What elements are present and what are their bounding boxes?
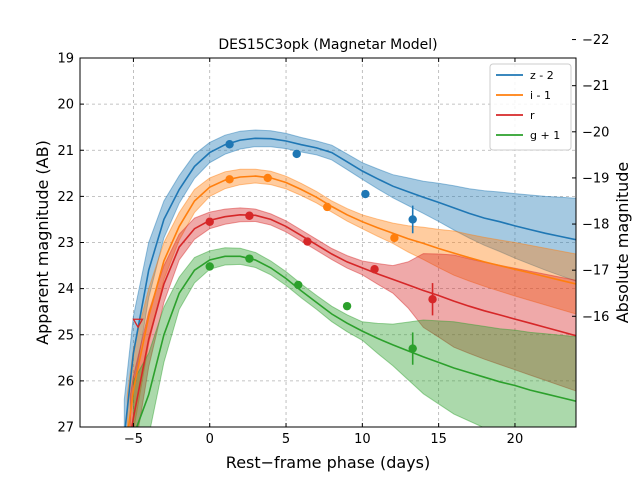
- y-tick-label: 25: [57, 328, 74, 343]
- point-r: [303, 237, 312, 246]
- y-right-tick-label: −21: [582, 79, 609, 94]
- point-z-2: [408, 215, 417, 224]
- y-axis-label: Apparent magnitude (AB): [33, 140, 52, 345]
- point-r: [370, 265, 379, 274]
- y-right-tick-label: −19: [582, 171, 609, 186]
- y-tick-label: 19: [57, 52, 74, 67]
- y-right-axis-label: Absolute magnitude: [613, 162, 632, 324]
- point-z-2: [361, 189, 370, 199]
- legend: z - 2 i - 1 r g + 1: [489, 63, 572, 151]
- point-r: [245, 211, 254, 220]
- y-tick-label: 26: [57, 374, 74, 389]
- line-r: [131, 213, 576, 427]
- point-g-1: [205, 262, 214, 271]
- point-z-2: [225, 140, 234, 149]
- line-g-1: [135, 255, 576, 427]
- point-i-1: [390, 233, 399, 243]
- point-i-1: [323, 202, 332, 212]
- y-right-tick-label: −20: [582, 125, 609, 140]
- point-g-1: [245, 254, 254, 263]
- axis-ticks: −5 0 5 10 15 20 19 20 21 22 23 24 25 26 27 −23 −22 −21 −20…: [57, 0, 609, 447]
- y-tick-label: 27: [57, 421, 74, 436]
- y-tick-label: 20: [57, 98, 74, 113]
- band-g-1: [132, 247, 576, 427]
- y-tick-label: 21: [57, 144, 74, 159]
- legend-label-z-2: z - 2: [530, 69, 554, 82]
- x-tick-label: −5: [124, 432, 143, 447]
- point-i-1: [225, 175, 234, 184]
- upper-limit-marker: [132, 318, 144, 329]
- y-right-tick-label: −18: [582, 218, 609, 233]
- x-tick-label: 10: [354, 432, 371, 447]
- line-z-2: [124, 137, 576, 427]
- band-z-2: [123, 129, 576, 427]
- y-right-tick-label: −16: [582, 310, 609, 325]
- y-right-tick-label: −23: [582, 0, 609, 2]
- point-g-1: [342, 301, 352, 311]
- line-i-1: [127, 175, 576, 427]
- x-tick-label: 20: [507, 432, 524, 447]
- legend-box: [489, 63, 572, 151]
- band-i-1: [126, 168, 576, 427]
- point-r: [205, 217, 214, 226]
- point-z-2: [292, 149, 301, 159]
- y-right-tick-label: −22: [582, 33, 609, 48]
- observed-points: [132, 140, 437, 365]
- point-g-1: [408, 344, 417, 353]
- y-tick-label: 23: [57, 236, 74, 251]
- model-bands: [123, 129, 576, 427]
- point-g-1: [294, 280, 303, 290]
- x-tick-label: 0: [206, 432, 214, 447]
- x-tick-label: 15: [430, 432, 447, 447]
- model-lines: [124, 137, 576, 427]
- legend-label-g-1: g + 1: [530, 129, 560, 142]
- legend-label-i-1: i - 1: [530, 89, 551, 102]
- y-tick-label: 22: [57, 190, 74, 205]
- chart-title: DES15C3opk (Magnetar Model): [218, 37, 437, 53]
- y-right-tick-label: −17: [582, 264, 609, 279]
- y-tick-label: 24: [57, 282, 74, 297]
- point-i-1: [263, 173, 272, 183]
- x-tick-label: 5: [282, 432, 290, 447]
- legend-label-r: r: [530, 109, 535, 122]
- band-r: [129, 207, 576, 427]
- point-r: [428, 295, 437, 304]
- x-axis-label: Rest−frame phase (days): [226, 453, 430, 472]
